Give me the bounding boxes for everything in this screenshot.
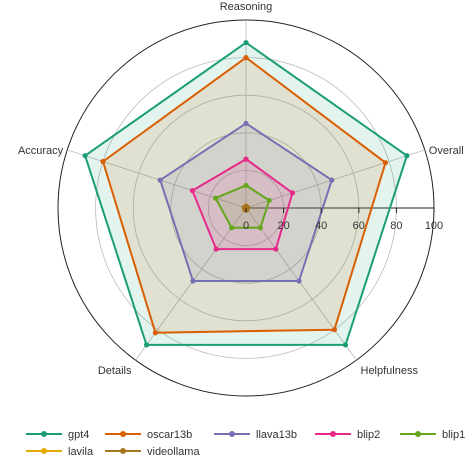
legend-item-lavila[interactable]: lavila	[26, 446, 94, 458]
spoke-helpfulness	[245, 207, 357, 361]
legend-swatch-marker	[330, 431, 336, 437]
series-line-blip2	[191, 158, 294, 251]
point-oscar13b-details	[152, 330, 158, 336]
radial-tick-label: 40	[315, 220, 327, 232]
axis-label-overall: Overall	[429, 145, 464, 157]
axis-label-helpfulness: Helpfulness	[361, 365, 419, 377]
point-gpt4-helpfulness	[342, 342, 349, 348]
axis-labels: Reasoning Overall Helpfulness Details Accura…	[18, 1, 464, 377]
point-blip2-overall	[289, 190, 296, 196]
point-blip2-reasoning	[243, 156, 249, 162]
legend-swatch-marker	[41, 431, 47, 437]
legend-label: blip2	[357, 429, 380, 441]
point-gpt4-accuracy	[82, 153, 88, 159]
legend-label: llava13b	[256, 429, 297, 441]
legend-swatch-marker	[120, 431, 126, 437]
point-blip1-accuracy	[213, 195, 219, 201]
radial-tick-label: 60	[353, 220, 365, 232]
point-blip1-reasoning	[243, 182, 249, 189]
series-oscar13b	[100, 55, 389, 336]
point-oscar13b-overall	[382, 160, 389, 166]
radial-tick-label: 0	[243, 220, 249, 232]
series-layer	[82, 39, 410, 348]
radial-tick-label: 20	[277, 220, 289, 232]
point-blip2-accuracy	[189, 187, 195, 194]
radial-tick-label: 80	[390, 220, 402, 232]
legend-label: blip1	[442, 429, 465, 441]
series-line-llava13b	[159, 122, 333, 282]
point-blip1-overall	[266, 197, 272, 204]
point-llava13b-details	[190, 278, 196, 284]
legend-label: gpt4	[68, 429, 89, 441]
series-blip2	[189, 156, 296, 252]
legend-item-llava13b[interactable]: llava13b	[214, 429, 297, 441]
legend-item-gpt4[interactable]: gpt4	[26, 429, 89, 441]
legend-label: videollama	[147, 446, 200, 458]
point-blip2-helpfulness	[273, 246, 279, 252]
point-llava13b-accuracy	[157, 177, 163, 183]
legend-swatch-marker	[120, 448, 126, 454]
axis-label-accuracy: Accuracy	[18, 145, 64, 157]
point-gpt4-details	[143, 342, 150, 348]
point-blip1-details	[229, 225, 235, 231]
legend-item-videollama[interactable]: videollama	[105, 446, 200, 458]
point-llava13b-overall	[329, 177, 335, 183]
legend-swatch-marker	[229, 431, 235, 437]
series-llava13b	[157, 120, 335, 284]
point-oscar13b-accuracy	[100, 158, 106, 165]
point-oscar13b-reasoning	[243, 55, 249, 61]
legend-item-blip2[interactable]: blip2	[315, 429, 380, 441]
series-line-oscar13b	[102, 56, 387, 334]
radial-ticks: 0 20 40 60 80 100	[243, 208, 443, 232]
point-oscar13b-helpfulness	[331, 327, 338, 333]
point-gpt4-overall	[404, 153, 410, 159]
legend-swatch-marker	[41, 448, 47, 454]
legend-item-blip1[interactable]: blip1	[400, 429, 465, 441]
spoke-overall	[245, 149, 425, 209]
legend-label: lavila	[68, 446, 94, 458]
legend-label: oscar13b	[147, 429, 192, 441]
legend-swatch-marker	[415, 431, 421, 437]
legend: gpt4 oscar13b llava13b blip2 blip1 lavila vide…	[26, 429, 465, 458]
axis-label-details: Details	[98, 365, 132, 377]
point-llava13b-reasoning	[243, 120, 249, 126]
point-llava13b-helpfulness	[296, 278, 302, 284]
radial-tick-label: 100	[425, 220, 443, 232]
axis-label-reasoning: Reasoning	[220, 1, 273, 13]
point-blip1-helpfulness	[257, 225, 263, 231]
legend-item-oscar13b[interactable]: oscar13b	[105, 429, 192, 441]
point-gpt4-reasoning	[243, 39, 249, 46]
point-blip2-details	[213, 246, 219, 252]
